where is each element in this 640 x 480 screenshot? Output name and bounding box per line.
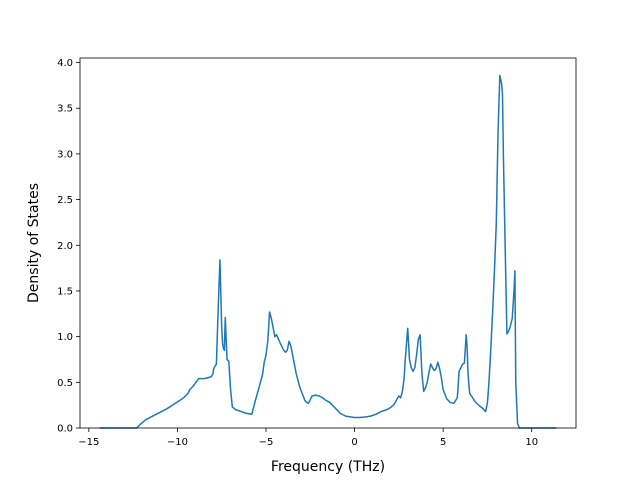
y-axis-label: Density of States [26,183,42,303]
x-tick-label: 10 [525,437,538,448]
y-tick-label: 2.5 [57,195,73,206]
x-tick-label: −5 [259,437,274,448]
y-tick-label: 1.5 [57,286,73,297]
y-tick-label: 3.5 [57,104,73,115]
x-tick-label: −15 [78,437,99,448]
x-axis-label: Frequency (THz) [271,459,385,475]
y-tick-label: 2.0 [57,241,73,252]
plot-area-background [80,58,576,428]
y-tick-label: 3.0 [57,149,73,160]
x-tick-label: 5 [440,437,446,448]
y-tick-label: 0.0 [57,424,73,435]
y-tick-label: 1.0 [57,332,73,343]
x-tick-label: −10 [167,437,188,448]
y-tick-label: 0.5 [57,378,73,389]
x-tick-label: 0 [351,437,357,448]
y-tick-label: 4.0 [57,58,73,69]
